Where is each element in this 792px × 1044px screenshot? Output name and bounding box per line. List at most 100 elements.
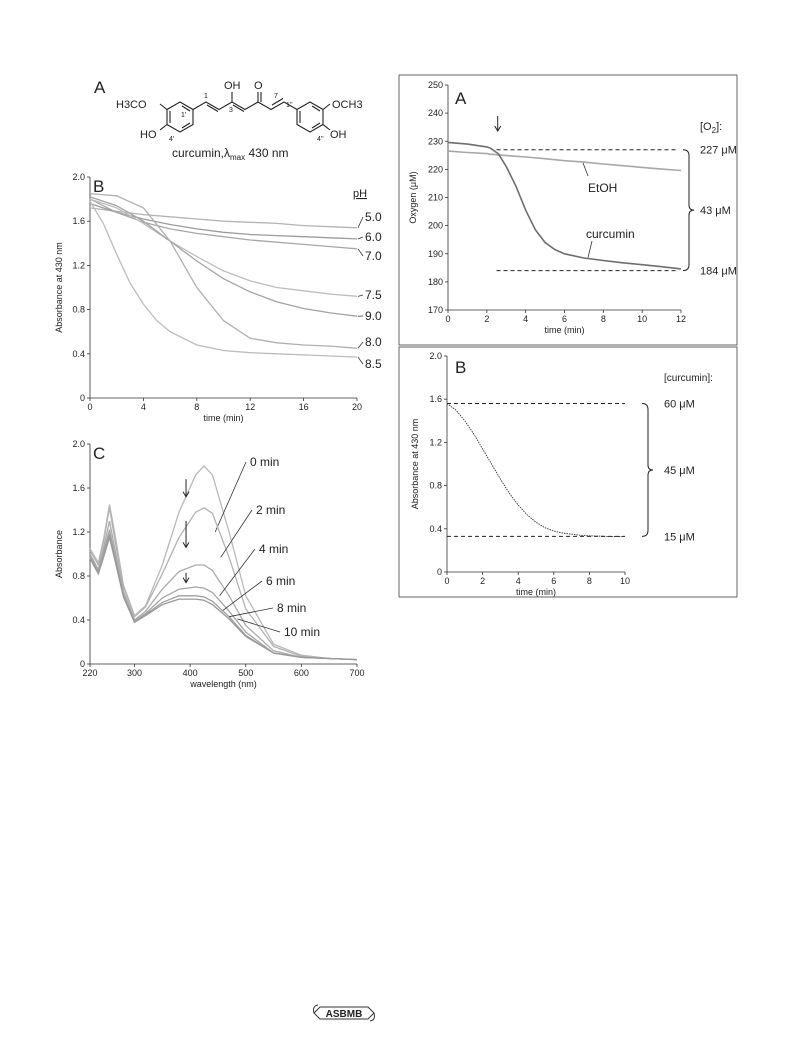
ra-x-tick-label: 4: [523, 314, 528, 324]
c-series-leader: [221, 580, 263, 612]
ra-annotation-top: 227 μM: [700, 145, 737, 157]
rb-x-tick-label: 6: [551, 576, 556, 586]
rb-y-tick-label: 0.4: [429, 524, 442, 534]
rb-series-line: [446, 403, 625, 537]
ra-x-tick-label: 10: [637, 314, 647, 324]
b-series-label: 9.0: [365, 309, 382, 323]
b-series-leader: [357, 248, 364, 257]
b-series-line: [89, 202, 358, 240]
c-x-tick-label: 700: [349, 668, 364, 678]
ra-y-tick-label: 190: [428, 249, 443, 259]
atom-number-3: 3: [229, 107, 233, 114]
b-series-leader: [357, 356, 364, 365]
atom-o-top: O: [254, 80, 263, 92]
atom-number-1pp: 1'': [286, 102, 293, 109]
b-series-label: 5.0: [365, 210, 382, 224]
ra-x-tick-label: 8: [601, 314, 606, 324]
b-x-tick-label: 20: [352, 402, 362, 412]
ra-series-line: [447, 141, 682, 270]
ph-decay-chart: 0 4 8 12 16 20 0 0.4 0.8 1.2 1.6 2.0 time (min) Absor…: [54, 172, 382, 423]
rb-y-tick-label: 0.8: [429, 481, 442, 491]
b-y-tick-label: 0.4: [72, 349, 85, 359]
ra-y-tick-label: 250: [428, 80, 443, 90]
b-panel-label: B: [93, 177, 104, 196]
atom-number-4pp: 4'': [317, 136, 324, 143]
b-y-tick-label: 2.0: [72, 172, 85, 182]
ra-series-leader: [587, 240, 593, 258]
b-y-tick-label: 0.8: [72, 305, 85, 315]
ra-y-tick-label: 210: [428, 193, 443, 203]
ra-bracket: [682, 149, 695, 272]
ra-series-label: curcumin: [586, 227, 635, 241]
ra-x-tick-label: 6: [562, 314, 567, 324]
rb-panel-label: B: [455, 358, 466, 377]
b-series-leader: [357, 236, 364, 240]
b-x-axis-label: time (min): [204, 413, 244, 423]
rb-annotation-mid: 45 μM: [664, 465, 695, 477]
b-x-tick-label: 16: [299, 402, 309, 412]
c-series-label: 4 min: [259, 542, 288, 556]
b-series-line: [89, 192, 358, 349]
atom-ho-left: HO: [140, 129, 157, 141]
c-y-tick-label: 0: [80, 659, 85, 669]
rb-x-tick-label: 0: [444, 576, 449, 586]
rb-bracket: [641, 403, 654, 537]
c-y-axis-label: Absorbance: [54, 530, 64, 578]
logo-text: ASBMB: [326, 1009, 363, 1020]
b-x-tick-label: 4: [141, 402, 146, 412]
rb-x-tick-label: 8: [587, 576, 592, 586]
atom-number-1p: 1': [181, 112, 186, 119]
ra-annotation-mid: 43 μM: [700, 205, 731, 217]
ra-frame: [398, 74, 738, 346]
b-y-tick-label: 1.6: [72, 216, 85, 226]
rb-frame: [398, 346, 738, 598]
c-series-leader: [219, 548, 256, 597]
c-x-tick-label: 500: [238, 668, 253, 678]
b-series-label: 7.5: [365, 288, 382, 302]
c-decrease-arrowhead: [182, 542, 190, 549]
asbmb-logo: ASBMB: [313, 1004, 375, 1022]
ra-series-line: [447, 150, 682, 172]
b-series-label: 7.0: [365, 249, 382, 263]
atom-och3: OCH3: [332, 99, 363, 111]
c-y-tick-label: 0.8: [72, 571, 85, 581]
ra-x-tick-label: 12: [676, 314, 686, 324]
c-x-tick-label: 400: [183, 668, 198, 678]
ra-x-tick-label: 2: [484, 314, 489, 324]
b-series-leader: [357, 216, 364, 228]
b-series-leader: [357, 341, 364, 349]
ra-series-leader: [582, 162, 589, 177]
b-series-label: 8.0: [365, 335, 382, 349]
ra-y-axis-label: Oxygen (μM): [408, 171, 418, 223]
b-legend-title: pH: [353, 188, 367, 200]
c-series-line: [89, 529, 358, 661]
c-series-line: [89, 534, 358, 661]
b-series-line: [89, 196, 358, 317]
curcumin-structure: A H3CO HO OH: [94, 78, 363, 162]
rb-x-tick-label: 10: [620, 576, 630, 586]
c-y-tick-label: 1.2: [72, 527, 85, 537]
rb-x-tick-label: 4: [516, 576, 521, 586]
spectra-chart: 220 300 400 500 600 700 0 0.4 0.8 1.2 1.6 2.0 wavele…: [54, 439, 365, 689]
c-series-leader: [237, 618, 281, 633]
c-decrease-arrowhead: [182, 577, 190, 584]
rb-y-tick-label: 1.6: [429, 394, 442, 404]
ra-addition-arrowhead: [494, 125, 502, 132]
b-series-line: [89, 207, 358, 229]
b-series-line: [89, 198, 358, 297]
c-decrease-arrowhead: [182, 491, 190, 498]
b-y-axis-label: Absorbance at 430 nm: [54, 242, 64, 333]
c-series-label: 10 min: [284, 625, 320, 639]
c-series-label: 6 min: [266, 574, 295, 588]
c-series-leader: [228, 607, 274, 618]
structure-panel-label: A: [94, 78, 106, 97]
c-series-line: [89, 520, 358, 661]
c-x-tick-label: 600: [294, 668, 309, 678]
curcumin-absorbance-chart: 0 2 4 6 8 10 0 0.4 0.8 1.2 1.6 2.0 time (min) Absorba…: [398, 346, 738, 598]
atom-number-4p: 4': [169, 136, 174, 143]
b-y-tick-label: 1.2: [72, 260, 85, 270]
b-series-line: [89, 200, 358, 358]
c-series-leader: [214, 461, 247, 533]
ra-y-tick-label: 180: [428, 277, 443, 287]
